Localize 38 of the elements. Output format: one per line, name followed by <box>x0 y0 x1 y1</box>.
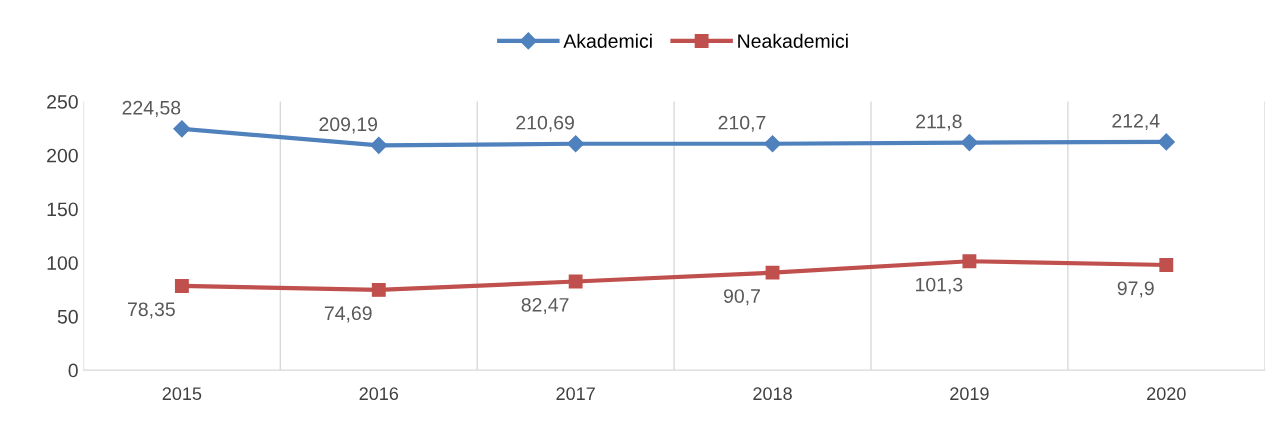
x-tick-label: 2015 <box>162 387 202 401</box>
data-label: 212,4 <box>1112 113 1160 130</box>
data-label: 210,69 <box>516 115 574 132</box>
y-tick-label: 50 <box>57 309 78 324</box>
y-tick-label: 150 <box>47 202 78 217</box>
point <box>765 265 780 280</box>
data-label: 82,47 <box>521 297 569 315</box>
y-tick-label: 100 <box>47 256 78 270</box>
x-tick-label: 2017 <box>556 387 595 401</box>
point <box>174 278 189 293</box>
x-tick-label: 2016 <box>359 387 399 401</box>
point <box>173 120 191 138</box>
point <box>763 135 782 153</box>
data-label: 90,7 <box>723 289 760 306</box>
legend-label: Akademici <box>563 33 652 48</box>
point <box>962 254 977 269</box>
x-tick-label: 2020 <box>1147 387 1186 401</box>
data-label: 97,9 <box>1117 281 1154 298</box>
y-tick-label: 0 <box>68 363 78 378</box>
x-tick-label: 2018 <box>753 387 792 401</box>
point <box>1159 257 1174 272</box>
data-label: 78,35 <box>128 302 175 319</box>
point <box>960 134 978 152</box>
y-tick-label: 200 <box>47 148 78 163</box>
point <box>1157 133 1175 151</box>
point <box>371 282 386 297</box>
data-label: 209,19 <box>319 117 378 134</box>
x-tick-label: 2019 <box>950 387 989 401</box>
data-label: 74,69 <box>324 306 372 323</box>
data-label: 224,58 <box>122 100 181 117</box>
data-label: 211,8 <box>916 114 962 131</box>
point <box>370 136 388 154</box>
legend-label: Neakademici <box>738 33 848 48</box>
y-tick-label: 250 <box>47 94 78 109</box>
data-label: 210,7 <box>718 115 766 132</box>
point <box>567 135 585 153</box>
data-label: 101,3 <box>916 277 963 294</box>
point <box>568 274 583 289</box>
